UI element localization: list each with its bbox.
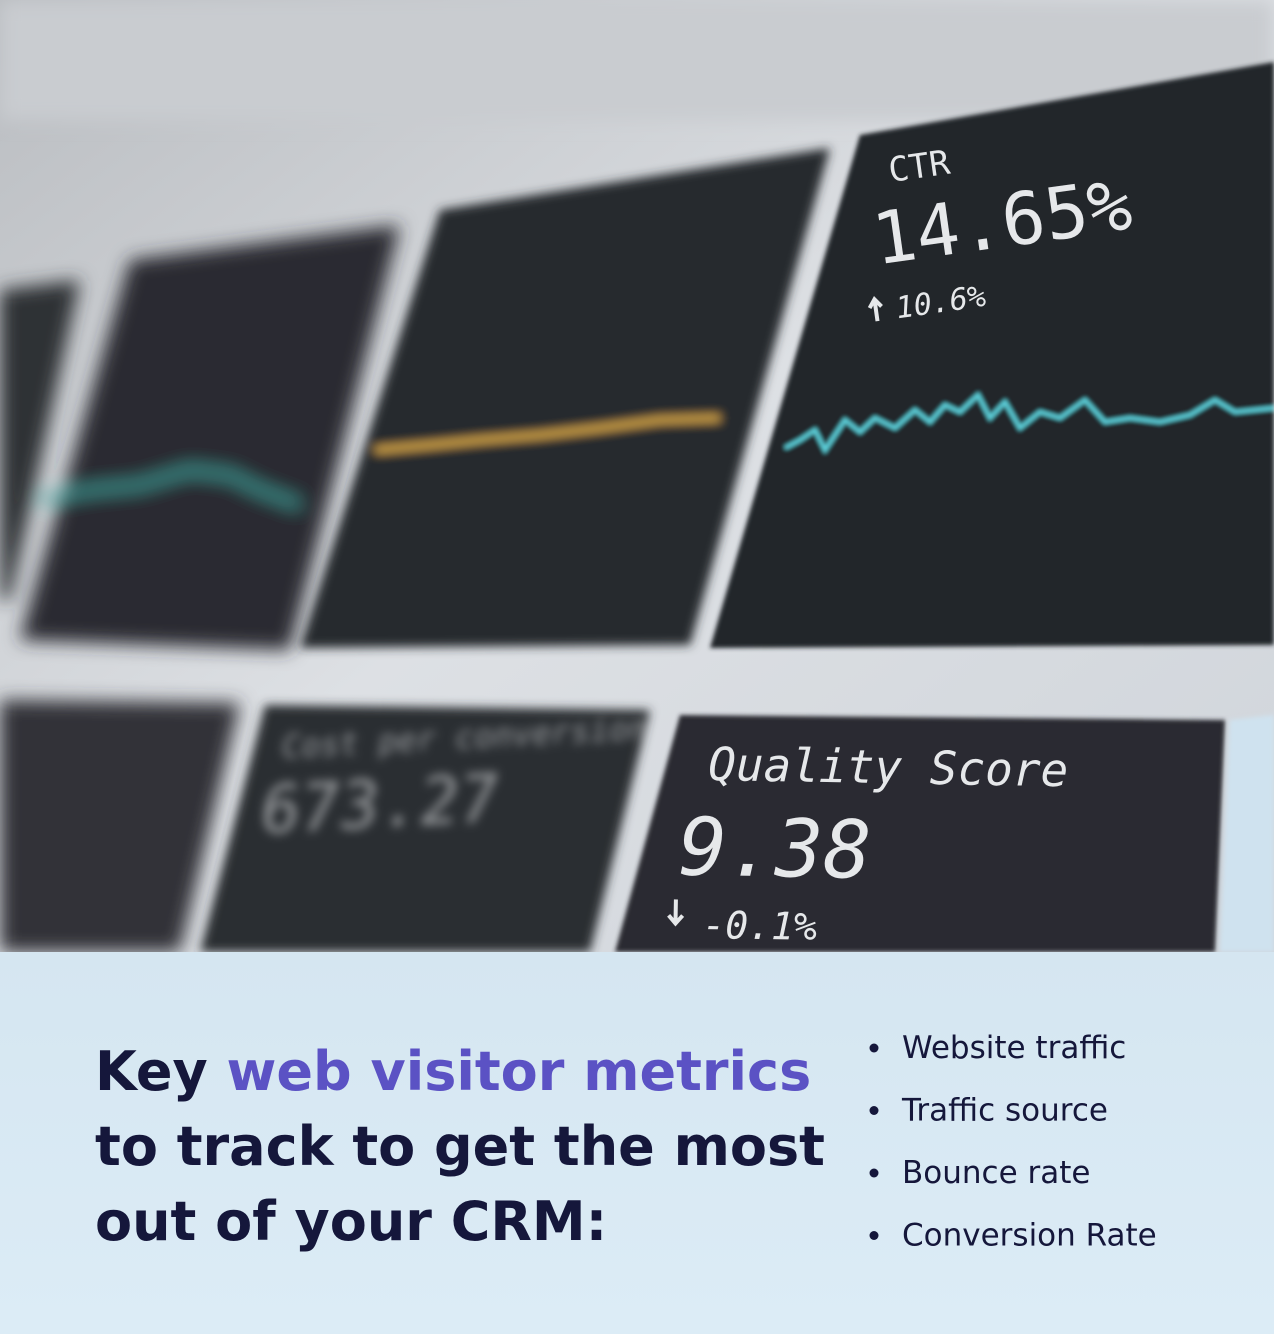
photo: CTR 14.65% 10.6% Cost per conversion 673… [0,0,1274,952]
up-arrow [867,296,883,322]
tile-label: CTR [886,143,953,191]
heading-line-3: out of your CRM: [95,1190,607,1253]
bullet [869,1231,879,1240]
heading-lead: Key [95,1040,208,1103]
list-item: Conversion Rate [902,1218,1157,1254]
list-item: Traffic source [901,1093,1108,1129]
bullet [869,1168,879,1178]
bullet [869,1106,879,1115]
heading-line-1: Key web visitor metrics [95,1040,811,1103]
heading-highlight: web visitor metrics [227,1040,812,1103]
bullet [869,1043,879,1053]
mid-tiles [200,148,830,952]
blurred-tiles [0,0,1274,952]
quality-tile: Quality Score 9.38 -0.1% [667,737,1069,949]
tile-label: Quality Score [708,737,1069,797]
heading-line-2: to track to get the most [95,1115,825,1178]
tile-value: 9.38 [678,801,872,897]
text-panel [0,952,1274,1334]
sharp-tiles [615,62,1274,952]
tile-change: -0.1% [702,903,817,949]
metric-list: Website traffic Traffic source Bounce rate… [869,1030,1157,1254]
down-arrow [667,899,685,927]
list-item: Bounce rate [902,1155,1090,1191]
list-item: Website traffic [902,1030,1126,1066]
tile-value: 673.27 [259,760,501,849]
